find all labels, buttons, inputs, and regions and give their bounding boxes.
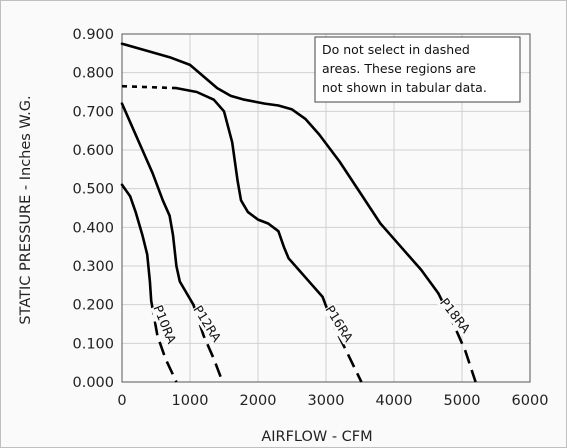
y-axis-title: STATIC PRESSURE - Inches W.G. <box>18 95 34 324</box>
series-label-p18ra: P18RA <box>437 295 474 336</box>
y-tick-label: 0.100 <box>72 336 114 352</box>
y-tick-label: 0.500 <box>72 182 114 198</box>
series-labels: P10RA P12RA P16RA P18RA <box>150 295 473 346</box>
annotation-box: Do not select in dashed areas. These reg… <box>314 36 521 103</box>
y-tick-label: 0.400 <box>72 220 114 236</box>
series-label-p12ra: P12RA <box>190 303 224 345</box>
series-lines <box>120 42 477 383</box>
annotation-line-2: areas. These regions are <box>322 61 476 76</box>
y-tick-label: 0.900 <box>72 27 114 43</box>
series-p18ra-dashed <box>437 292 477 383</box>
y-tick-label: 0.300 <box>72 259 114 275</box>
x-tick-label: 4000 <box>376 393 413 409</box>
series-p10ra-line <box>120 183 153 303</box>
x-axis-title: AIRFLOW - CFM <box>261 429 372 445</box>
series-label-backing <box>150 303 179 346</box>
annotation-line-1: Do not select in dashed <box>322 42 470 57</box>
series-label-backing <box>190 303 224 345</box>
x-tick-label: 0 <box>117 393 126 409</box>
series-p16ra-dashed-start <box>121 84 177 90</box>
y-tick-label: 0.200 <box>72 298 114 314</box>
series-p18ra-line <box>120 42 440 295</box>
plot-area-border <box>121 33 531 383</box>
x-tick-label: 6000 <box>512 393 549 409</box>
x-tick-label: 5000 <box>444 393 481 409</box>
series-label-backing <box>322 303 356 345</box>
y-axis-ticks: 0.000 0.100 0.200 0.300 0.400 0.500 0.600 0.700… <box>72 27 114 391</box>
series-label-backing <box>437 295 473 336</box>
y-tick-label: 0.700 <box>72 104 114 120</box>
x-tick-label: 2000 <box>240 393 277 409</box>
series-p12ra-dashed <box>192 304 224 383</box>
y-tick-label: 0.800 <box>72 66 114 82</box>
x-tick-label: 3000 <box>308 393 345 409</box>
y-tick-label: 0.600 <box>72 143 114 159</box>
series-p12ra-line <box>120 102 195 306</box>
annotation-line-3: not shown in tabular data. <box>322 80 487 95</box>
x-axis-ticks: 0 1000 2000 3000 4000 5000 6000 <box>117 393 548 409</box>
series-p10ra-dashed <box>149 300 178 383</box>
series-p16ra-line <box>175 86 324 299</box>
x-tick-label: 1000 <box>172 393 209 409</box>
y-tick-label: 0.000 <box>72 375 114 391</box>
